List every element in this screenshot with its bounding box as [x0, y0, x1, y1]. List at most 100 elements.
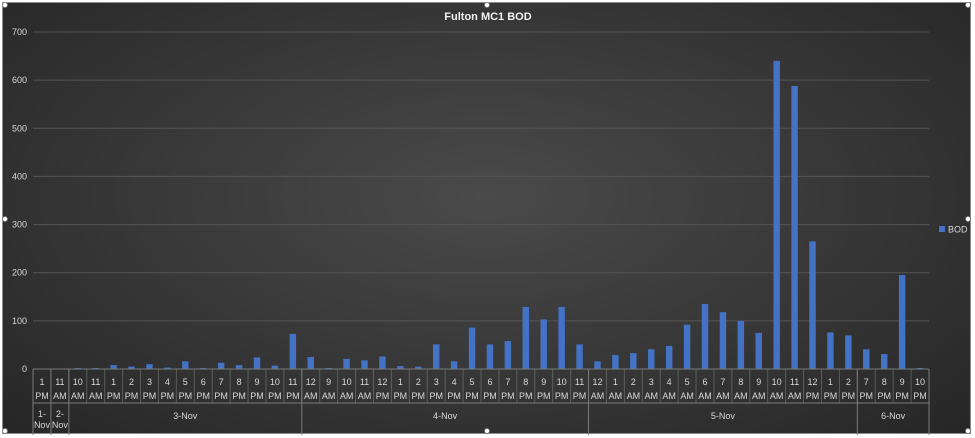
x-group-label: 4-Nov: [433, 411, 458, 421]
bar[interactable]: [594, 361, 601, 369]
legend-label: BOD: [948, 225, 968, 235]
bar[interactable]: [612, 355, 619, 369]
x-tick-ampm: PM: [842, 391, 856, 401]
x-tick-ampm: AM: [752, 391, 766, 401]
legend[interactable]: BOD: [939, 225, 968, 235]
y-axis-ticks: 0 100 200 300 400 500 600 700: [12, 27, 27, 374]
x-tick-hour: 1: [613, 377, 618, 387]
bar[interactable]: [558, 306, 565, 369]
bar[interactable]: [164, 367, 171, 369]
x-tick-ampm: PM: [447, 391, 461, 401]
x-tick-ampm: AM: [89, 391, 103, 401]
y-tick-label: 0: [22, 364, 27, 374]
x-tick-hour: 9: [900, 377, 905, 387]
x-tick-hour: 9: [756, 377, 761, 387]
bar[interactable]: [468, 327, 476, 369]
x-tick-hour: 10: [915, 377, 925, 387]
bar[interactable]: [271, 365, 279, 369]
x-tick-ampm: PM: [501, 391, 515, 401]
bar[interactable]: [379, 356, 386, 369]
resize-handle[interactable]: [965, 215, 972, 222]
bar[interactable]: [128, 366, 135, 369]
x-tick-ampm: PM: [573, 391, 587, 401]
x-tick-hour: 8: [523, 377, 528, 387]
bar[interactable]: [486, 344, 494, 369]
bar[interactable]: [450, 361, 458, 369]
resize-handle[interactable]: [483, 427, 490, 434]
bar[interactable]: [791, 85, 798, 370]
bar[interactable]: [146, 364, 153, 369]
x-tick-hour: 12: [592, 377, 602, 387]
resize-handle[interactable]: [484, 3, 490, 8]
x-tick-hour: 8: [738, 377, 743, 387]
bar[interactable]: [289, 333, 297, 369]
bar[interactable]: [307, 356, 314, 369]
bar[interactable]: [110, 365, 117, 369]
x-tick-ampm: PM: [286, 391, 300, 401]
bar[interactable]: [504, 341, 512, 369]
bar[interactable]: [880, 354, 888, 369]
x-tick-hour: 11: [790, 377, 799, 387]
x-tick-ampm: AM: [71, 391, 85, 401]
bar[interactable]: [253, 357, 261, 369]
bar[interactable]: [361, 360, 368, 369]
resize-handle[interactable]: [3, 3, 8, 8]
x-tick-ampm: PM: [412, 391, 426, 401]
x-tick-hour: 10: [557, 377, 567, 387]
x-tick-hour: 2: [416, 377, 421, 387]
y-tick-label: 100: [12, 316, 27, 326]
bar[interactable]: [773, 60, 780, 369]
bar[interactable]: [235, 365, 243, 369]
x-tick-ampm: PM: [877, 391, 891, 401]
x-tick-hour: 2: [846, 377, 851, 387]
resize-handle[interactable]: [965, 427, 972, 434]
bar[interactable]: [863, 349, 870, 369]
bar[interactable]: [576, 344, 583, 369]
x-tick-hour: 5: [183, 377, 188, 387]
x-tick-ampm: AM: [734, 391, 748, 401]
bar[interactable]: [432, 344, 440, 369]
bar[interactable]: [182, 361, 189, 369]
x-group-label: 6-Nov: [881, 411, 906, 421]
x-tick-hour: 1: [39, 377, 44, 387]
x-tick-ampm: AM: [609, 391, 623, 401]
x-tick-hour: 11: [55, 377, 64, 387]
bar[interactable]: [845, 335, 852, 369]
x-tick-hour: 5: [685, 377, 690, 387]
x-tick-ampm: PM: [179, 391, 193, 401]
bar[interactable]: [343, 358, 350, 369]
x-tick-ampm: PM: [519, 391, 533, 401]
bar[interactable]: [415, 366, 422, 369]
bar[interactable]: [898, 275, 906, 369]
x-tick-hour: 2: [129, 377, 134, 387]
bar[interactable]: [737, 320, 745, 369]
bar[interactable]: [397, 366, 404, 369]
bar[interactable]: [755, 332, 762, 369]
legend-swatch: [939, 226, 945, 232]
x-tick-hour: 12: [306, 377, 316, 387]
selection-handles[interactable]: [3, 3, 972, 434]
x-tick-hour: 3: [434, 377, 439, 387]
bar[interactable]: [540, 319, 547, 369]
bar[interactable]: [809, 241, 816, 369]
resize-handle[interactable]: [3, 216, 8, 222]
resize-handle[interactable]: [3, 428, 8, 434]
bar[interactable]: [630, 353, 637, 369]
bar[interactable]: [701, 304, 709, 369]
bar[interactable]: [683, 324, 691, 369]
bar[interactable]: [719, 312, 727, 369]
x-tick-hour: 7: [219, 377, 224, 387]
bar[interactable]: [827, 332, 834, 369]
x-tick-ampm: PM: [143, 391, 157, 401]
resize-handle[interactable]: [965, 3, 971, 8]
x-tick-ampm: PM: [250, 391, 264, 401]
x-tick-hour: 6: [487, 377, 492, 387]
x-tick-hour: 6: [201, 377, 206, 387]
bar[interactable]: [217, 362, 225, 369]
y-tick-label: 500: [12, 123, 27, 133]
x-tick-hour: 11: [288, 377, 297, 387]
bar[interactable]: [648, 349, 655, 369]
bar[interactable]: [665, 345, 673, 369]
bar[interactable]: [522, 306, 530, 369]
